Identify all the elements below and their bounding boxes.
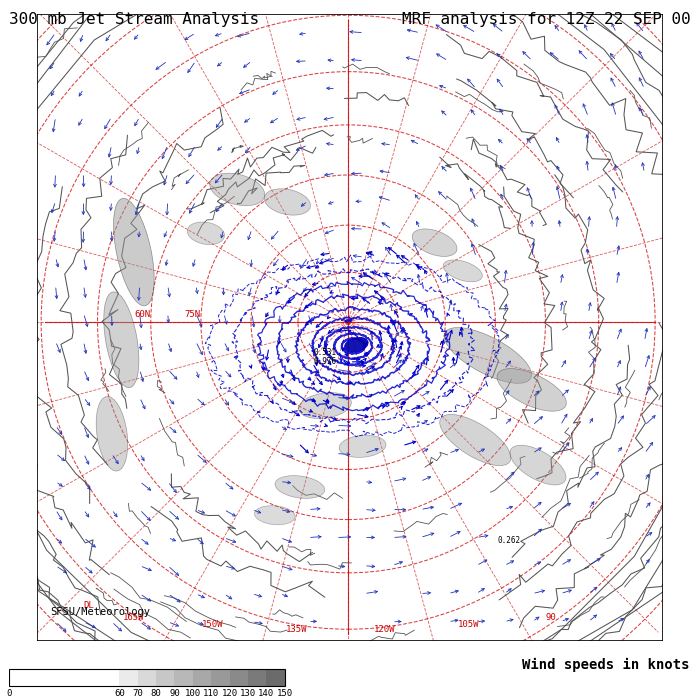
- Text: 120: 120: [221, 689, 238, 698]
- Text: 0.976: 0.976: [314, 356, 337, 365]
- Bar: [9, 669, 119, 686]
- Text: 300 mb Jet Stream Analysis: 300 mb Jet Stream Analysis: [9, 12, 260, 27]
- Bar: [9, 669, 285, 686]
- Text: 75N: 75N: [185, 310, 201, 319]
- Ellipse shape: [275, 475, 325, 498]
- Ellipse shape: [497, 369, 566, 411]
- Ellipse shape: [188, 222, 225, 244]
- Text: 0.262: 0.262: [497, 536, 520, 545]
- Text: 135W: 135W: [286, 625, 307, 634]
- Bar: [119, 669, 138, 686]
- Ellipse shape: [443, 260, 482, 282]
- Ellipse shape: [298, 393, 351, 419]
- Text: 165W: 165W: [123, 612, 145, 622]
- Text: 70: 70: [132, 689, 143, 698]
- Ellipse shape: [412, 229, 457, 256]
- Ellipse shape: [210, 173, 265, 206]
- Text: 100: 100: [185, 689, 201, 698]
- Ellipse shape: [444, 328, 531, 384]
- Bar: [266, 669, 285, 686]
- Bar: [230, 669, 248, 686]
- Text: 110: 110: [203, 689, 219, 698]
- Text: SFSU/Meteorology: SFSU/Meteorology: [50, 607, 150, 617]
- Bar: [138, 669, 156, 686]
- Text: Wind speeds in knots: Wind speeds in knots: [522, 658, 690, 672]
- Ellipse shape: [264, 189, 311, 215]
- Ellipse shape: [510, 445, 566, 485]
- Ellipse shape: [255, 505, 295, 525]
- Ellipse shape: [104, 292, 139, 388]
- Bar: [248, 669, 266, 686]
- Text: 150W: 150W: [202, 620, 223, 629]
- Text: 90: 90: [169, 689, 180, 698]
- Text: 60N: 60N: [134, 310, 150, 319]
- Text: 150: 150: [276, 689, 293, 698]
- Text: 0: 0: [6, 689, 12, 698]
- Bar: [193, 669, 211, 686]
- Text: 120W: 120W: [374, 625, 395, 634]
- Text: 80: 80: [150, 689, 162, 698]
- Ellipse shape: [113, 198, 154, 306]
- Text: 140: 140: [258, 689, 274, 698]
- Text: 130: 130: [240, 689, 256, 698]
- Text: 0.531: 0.531: [314, 348, 337, 357]
- Text: 60: 60: [114, 689, 125, 698]
- Text: MRF analysis for 12Z 22 SEP 00: MRF analysis for 12Z 22 SEP 00: [402, 12, 691, 27]
- Text: DL: DL: [83, 601, 94, 610]
- Ellipse shape: [339, 435, 386, 457]
- Ellipse shape: [440, 414, 511, 466]
- Ellipse shape: [96, 396, 127, 471]
- Ellipse shape: [344, 337, 368, 352]
- Bar: [174, 669, 193, 686]
- Text: 105W: 105W: [458, 620, 480, 629]
- Bar: [156, 669, 174, 686]
- Bar: [211, 669, 230, 686]
- Text: 90: 90: [545, 612, 556, 622]
